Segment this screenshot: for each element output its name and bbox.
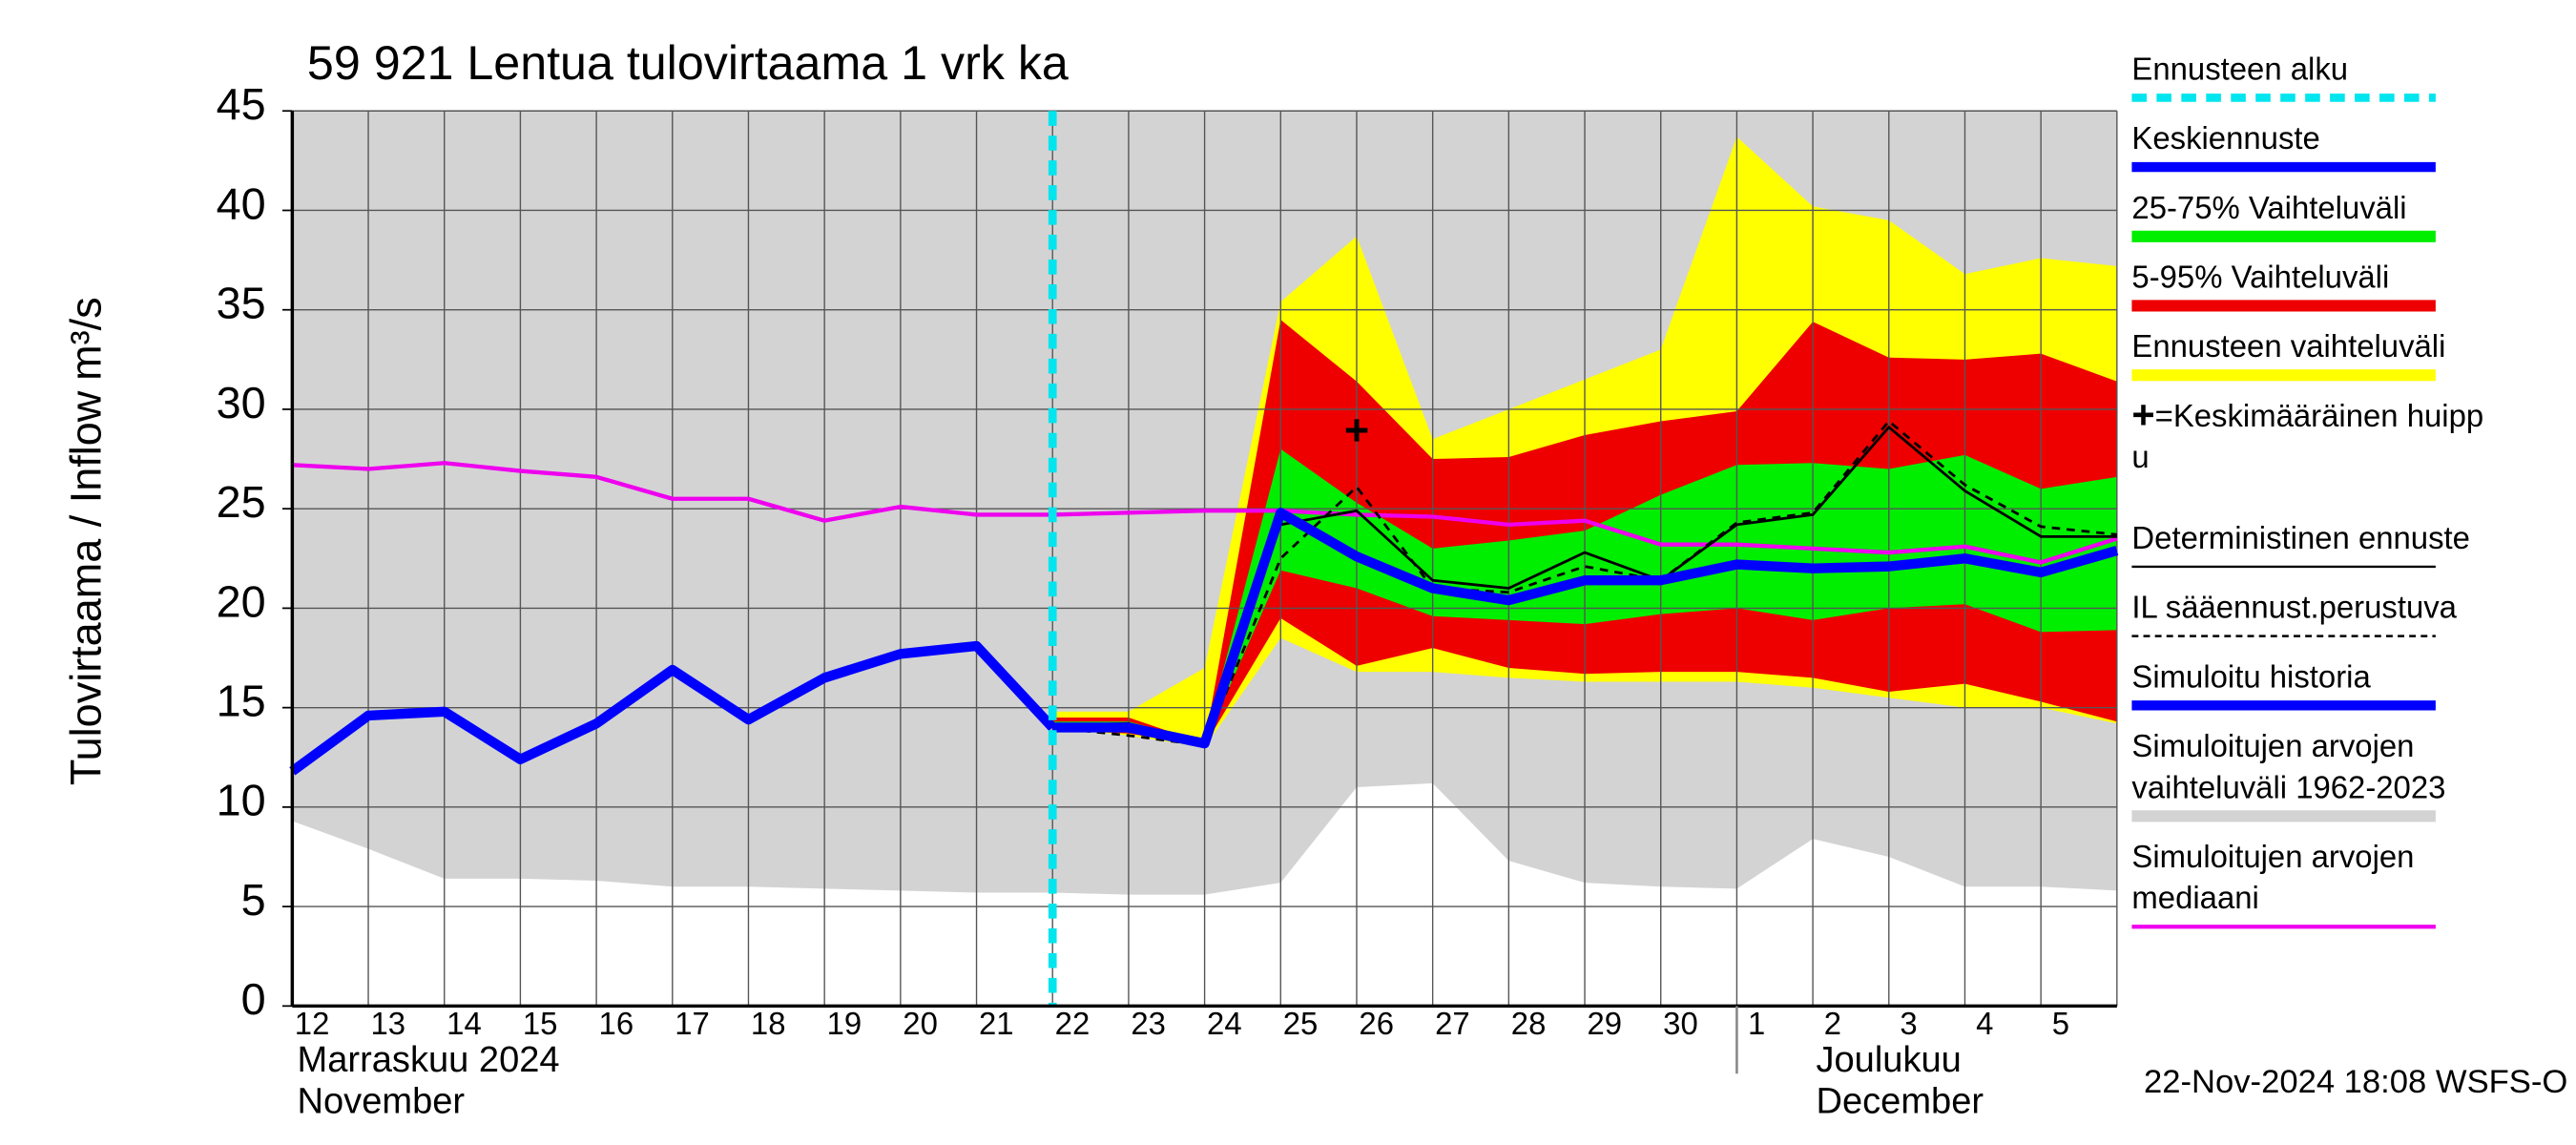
x-tick-label: 30 — [1663, 1006, 1698, 1041]
plot-area: 12 13 14 15 16 17 18 19 20 21 22 23 24 25 26 27 28 29 30 1 2… — [217, 79, 2119, 1041]
x-tick-label: 4 — [1976, 1006, 1993, 1041]
x-tick-label: 21 — [979, 1006, 1014, 1041]
x-tick-label: 26 — [1359, 1006, 1394, 1041]
x-tick-label: 27 — [1435, 1006, 1470, 1041]
series-line — [289, 640, 1057, 776]
x-tick-label: 5 — [2052, 1006, 2069, 1041]
series-line — [1052, 420, 2117, 747]
y-tick-label: 20 — [217, 576, 266, 626]
x-tick-label: 18 — [751, 1006, 786, 1041]
y-tick-label: 35 — [217, 279, 266, 328]
x-tick-label: 14 — [447, 1006, 482, 1041]
x-tick-label: 24 — [1207, 1006, 1242, 1041]
legend-label: mediaani — [2131, 880, 2258, 915]
y-tick-label: 45 — [217, 79, 266, 129]
y-tick-label: 25 — [217, 477, 266, 527]
legend-label: Simuloitu historia — [2131, 658, 2371, 694]
x-tick-label: 19 — [827, 1006, 862, 1041]
x-tick-label: 22 — [1055, 1006, 1091, 1041]
legend-label: Simuloitujen arvojen — [2131, 839, 2414, 874]
x-tick-label: 3 — [1900, 1006, 1917, 1041]
legend-label: =Keskimääräinen huipp — [2155, 398, 2484, 433]
legend-label: IL sääennust.perustuva — [2131, 590, 2457, 625]
legend-label: vaihteluväli 1962-2023 — [2131, 769, 2445, 804]
legend-label: Ennusteen vaihteluväli — [2131, 328, 2445, 364]
month-label: November — [298, 1082, 466, 1122]
series-line — [1052, 508, 2119, 749]
month-label: Joulukuu — [1816, 1040, 1961, 1080]
y-tick-label: 10 — [217, 776, 266, 825]
month-label: December — [1816, 1082, 1984, 1122]
x-tick-label: 17 — [675, 1006, 710, 1041]
x-tick-label: 15 — [523, 1006, 558, 1041]
chart-title: 59 921 Lentua tulovirtaama 1 vrk ka — [307, 36, 1069, 90]
x-tick-label: 16 — [599, 1006, 634, 1041]
x-tick-label: 23 — [1131, 1006, 1166, 1041]
peak-marker: + — [1344, 406, 1369, 454]
legend-marker: + — [2131, 392, 2154, 437]
y-axis-unit: m³/s — [61, 297, 110, 380]
x-tick-label: 12 — [295, 1006, 330, 1041]
x-tick-label: 29 — [1588, 1006, 1623, 1041]
x-tick-label: 28 — [1511, 1006, 1547, 1041]
x-tick-label: 1 — [1748, 1006, 1765, 1041]
x-tick-label: 2 — [1824, 1006, 1841, 1041]
y-axis-label: Tulovirtaama / Inflow — [61, 390, 110, 785]
x-tick-label: 20 — [903, 1006, 938, 1041]
legend-label: Simuloitujen arvojen — [2131, 728, 2414, 763]
legend-label: 25-75% Vaihteluväli — [2131, 190, 2406, 225]
legend-label: u — [2131, 439, 2149, 474]
y-tick-label: 5 — [241, 875, 266, 925]
y-tick-label: 0 — [241, 974, 266, 1024]
legend-label: Deterministinen ennuste — [2131, 520, 2470, 555]
legend-label: 5-95% Vaihteluväli — [2131, 259, 2389, 294]
footer: 22-Nov-2024 18:08 WSFS-O — [2144, 1064, 2567, 1100]
legend-label: Ennusteen alku — [2131, 51, 2348, 86]
legend-label: Keskiennuste — [2131, 120, 2319, 156]
x-tick-label: 25 — [1283, 1006, 1319, 1041]
y-tick-label: 15 — [217, 677, 266, 726]
y-tick-label: 40 — [217, 178, 266, 228]
y-tick-label: 30 — [217, 378, 266, 427]
month-label: Marraskuu 2024 — [298, 1040, 560, 1080]
x-tick-label: 13 — [371, 1006, 406, 1041]
series-line — [292, 461, 2118, 565]
